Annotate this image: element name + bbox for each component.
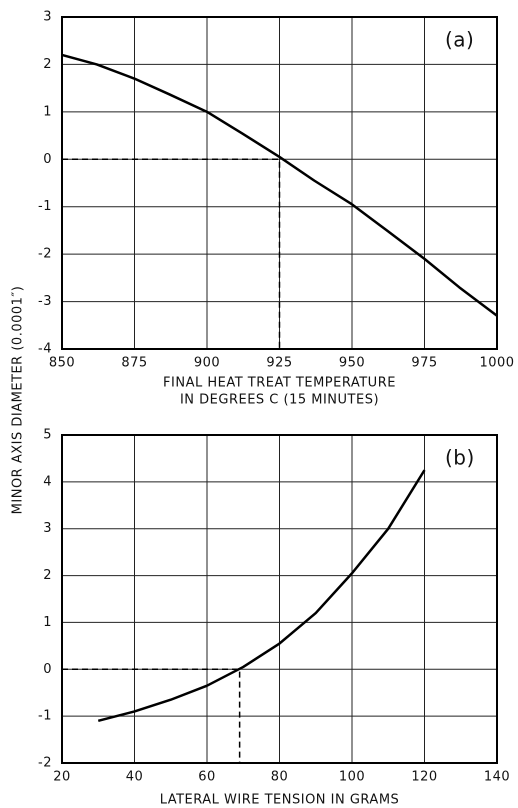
x-tick-label: 1000 [479,356,514,371]
x-tick-label: 875 [121,356,147,371]
y-tick-label: 5 [43,428,52,443]
y-tick-label: -3 [38,294,52,309]
x-tick-label: 120 [411,770,437,785]
x-tick-label: 140 [484,770,510,785]
plot-frame [61,434,498,764]
y-tick-label: -2 [38,247,52,262]
x-tick-label: 100 [339,770,365,785]
y-tick-label: 3 [43,521,52,536]
data-line [97,469,426,723]
x-axis-label: IN DEGREES C (15 MINUTES) [180,393,379,408]
x-tick-label: 900 [194,356,220,371]
annotation: (b) [445,446,475,470]
x-tick-label: 80 [271,770,289,785]
y-tick-label: 0 [43,662,52,677]
data-line [61,53,498,317]
y-tick-label: -1 [38,199,52,214]
y-tick-label: 1 [43,615,52,630]
y-tick-label: 2 [43,57,52,72]
y-tick-label: 1 [43,104,52,119]
x-axis-label: FINAL HEAT TREAT TEMPERATURE [163,376,396,391]
x-tick-label: 850 [49,356,75,371]
y-tick-label: 4 [43,474,52,489]
annotation: (a) [445,28,474,52]
x-axis-label: LATERAL WIRE TENSION IN GRAMS [160,793,400,808]
x-tick-label: 975 [411,356,437,371]
y-tick-label: 0 [43,152,52,167]
y-tick-label: -4 [38,342,52,357]
x-tick-label: 20 [53,770,71,785]
x-tick-label: 60 [198,770,216,785]
y-axis-label: MINOR AXIS DIAMETER (0.0001″) [11,286,26,515]
x-tick-label: 950 [339,356,365,371]
plot-frame [61,16,498,350]
y-tick-label: 2 [43,568,52,583]
y-tick-label: -1 [38,709,52,724]
y-tick-label: -2 [38,756,52,771]
guide-line [62,158,281,349]
y-tick-label: 3 [43,10,52,25]
x-tick-label: 40 [126,770,144,785]
x-tick-label: 925 [266,356,292,371]
guide-line [62,668,241,763]
